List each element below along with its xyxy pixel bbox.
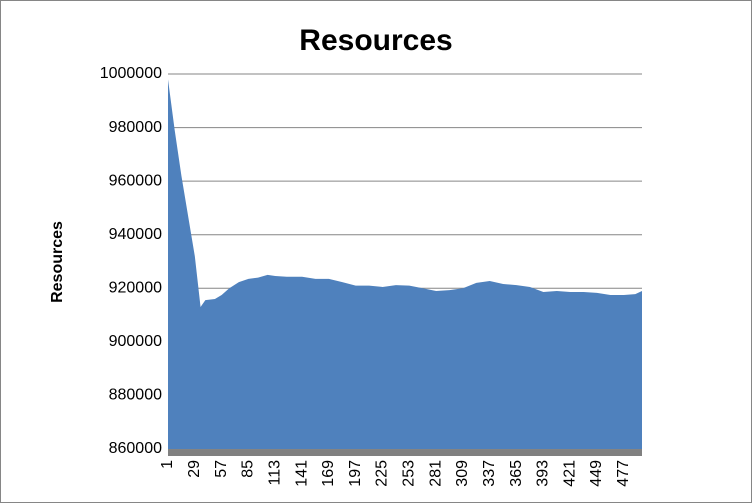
x-tick-label: 57 (213, 460, 230, 478)
x-tick-label: 141 (293, 460, 310, 487)
x-tick-label: 169 (320, 460, 337, 487)
x-tick-label: 337 (481, 460, 498, 487)
x-tick-label: 365 (508, 460, 525, 487)
y-tick-label: 1000000 (100, 65, 162, 82)
x-tick-label: 281 (427, 460, 444, 487)
x-tick-label: 477 (615, 460, 632, 487)
x-tick-label: 225 (374, 460, 391, 487)
y-tick-label: 920000 (109, 280, 162, 297)
y-tick-label: 960000 (109, 172, 162, 189)
x-tick-label: 421 (561, 460, 578, 487)
x-tick-label: 1 (159, 460, 176, 469)
y-tick-label: 980000 (109, 119, 162, 136)
area (168, 79, 642, 449)
x-tick-label: 253 (401, 460, 418, 487)
y-axis-label: Resources (49, 221, 66, 303)
x-tick-label: 197 (347, 460, 364, 487)
x-tick-label: 393 (535, 460, 552, 487)
chart-title: Resources (299, 24, 452, 57)
y-tick-label: 900000 (109, 333, 162, 350)
x-tick-label: 309 (454, 460, 471, 487)
y-tick-label: 880000 (109, 387, 162, 404)
x-tick-label: 85 (240, 460, 257, 478)
x-tick-label: 29 (186, 460, 203, 478)
y-tick-label: 860000 (109, 440, 162, 457)
axis-floor (168, 449, 642, 456)
y-tick-label: 940000 (109, 226, 162, 243)
x-tick-label: 113 (266, 460, 283, 486)
x-tick-label: 449 (588, 460, 605, 487)
